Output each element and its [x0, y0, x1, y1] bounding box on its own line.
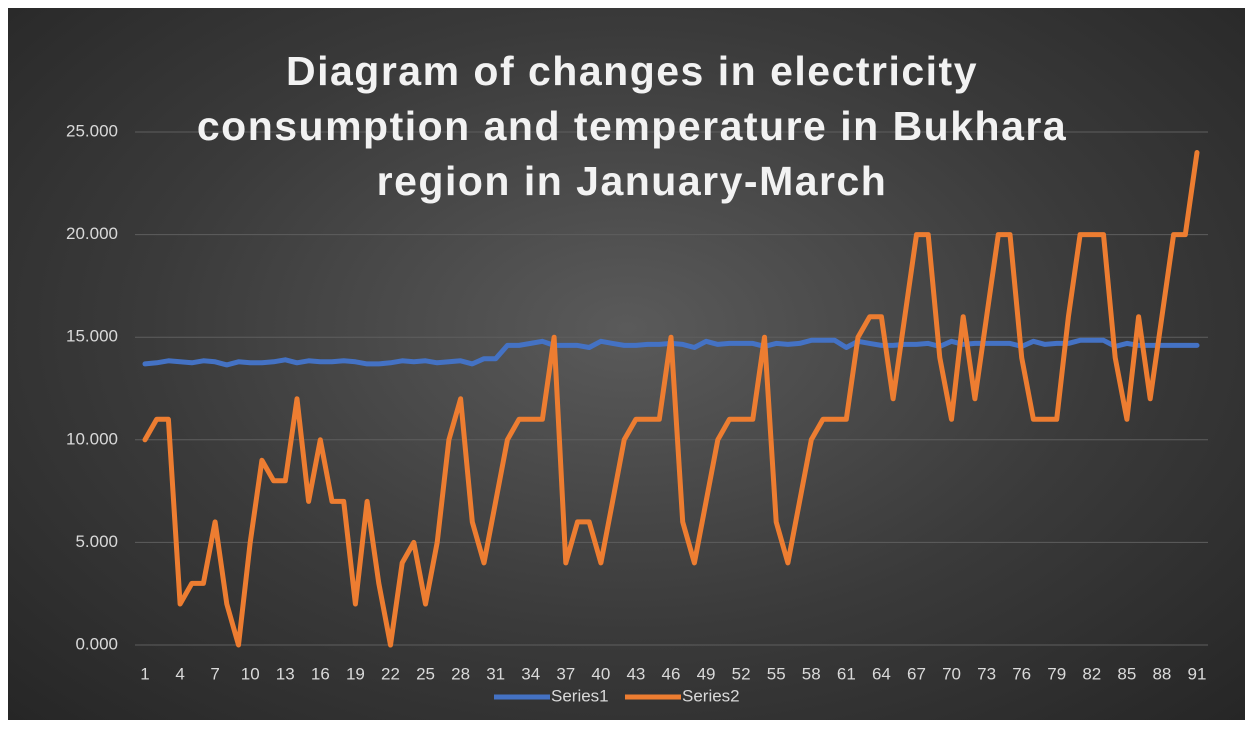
y-tick-label: 15.000 [66, 327, 118, 346]
y-tick-label: 10.000 [66, 429, 118, 448]
x-tick-label: 49 [697, 664, 716, 683]
x-tick-label: 19 [346, 664, 365, 683]
y-tick-label: 20.000 [66, 224, 118, 243]
x-tick-label: 67 [907, 664, 926, 683]
x-tick-label: 64 [872, 664, 891, 683]
x-tick-label: 7 [210, 664, 219, 683]
x-tick-label: 73 [977, 664, 996, 683]
x-tick-label: 58 [802, 664, 821, 683]
x-tick-label: 61 [837, 664, 856, 683]
x-tick-label: 40 [591, 664, 610, 683]
x-tick-label: 91 [1188, 664, 1207, 683]
x-tick-label: 76 [1012, 664, 1031, 683]
x-tick-label: 22 [381, 664, 400, 683]
legend-label: Series1 [551, 686, 609, 705]
x-tick-label: 4 [175, 664, 184, 683]
x-tick-label: 28 [451, 664, 470, 683]
x-tick-label: 52 [732, 664, 751, 683]
x-tick-label: 16 [311, 664, 330, 683]
x-tick-label: 34 [521, 664, 540, 683]
legend-label: Series2 [682, 686, 740, 705]
x-tick-label: 1 [140, 664, 149, 683]
x-tick-label: 31 [486, 664, 505, 683]
x-tick-label: 43 [626, 664, 645, 683]
series-line [142, 150, 1200, 648]
x-tick-label: 10 [241, 664, 260, 683]
x-tick-label: 85 [1117, 664, 1136, 683]
y-tick-label: 0.000 [75, 634, 118, 653]
chart-title: Diagram of changes in electricity consum… [196, 48, 1068, 204]
x-tick-label: 88 [1152, 664, 1171, 683]
x-tick-label: 70 [942, 664, 961, 683]
y-tick-label: 5.000 [75, 532, 118, 551]
x-tick-label: 55 [767, 664, 786, 683]
x-tick-label: 46 [662, 664, 681, 683]
x-tick-label: 82 [1082, 664, 1101, 683]
x-tick-label: 25 [416, 664, 435, 683]
x-tick-label: 79 [1047, 664, 1066, 683]
x-tick-label: 37 [556, 664, 575, 683]
y-tick-label: 25.000 [66, 121, 118, 140]
x-tick-label: 13 [276, 664, 295, 683]
